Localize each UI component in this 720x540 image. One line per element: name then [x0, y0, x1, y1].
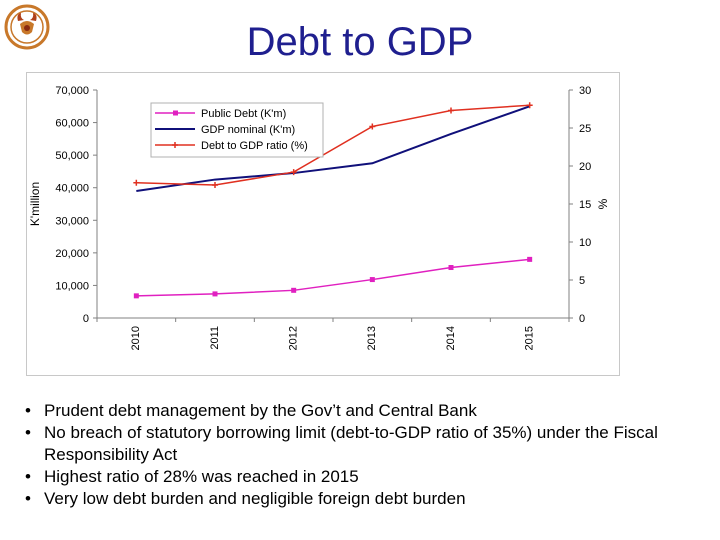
y-tick-label: 40,000: [55, 183, 89, 195]
y2-tick-label: 25: [579, 123, 591, 135]
y-axis-title: K'million: [28, 182, 42, 226]
data-point: [526, 102, 533, 109]
data-point: [448, 265, 454, 271]
data-point: [290, 169, 297, 176]
data-point: [133, 293, 139, 299]
series-line: [136, 105, 530, 192]
x-tick-label: 2015: [524, 326, 536, 350]
y-tick-label: 70,000: [55, 85, 89, 97]
legend-label: GDP nominal (K'm): [201, 124, 295, 136]
x-tick-label: 2012: [288, 326, 300, 350]
bullet-list: Prudent debt management by the Gov’t and…: [22, 400, 702, 510]
y2-axis-title: %: [596, 198, 610, 209]
y2-tick-label: 15: [579, 199, 591, 211]
x-tick-label: 2013: [366, 326, 378, 350]
series-line: [136, 258, 530, 297]
bullet-item: Prudent debt management by the Gov’t and…: [22, 400, 702, 422]
x-tick-label: 2010: [130, 326, 142, 350]
series-line: [136, 104, 530, 186]
legend-label: Debt to GDP ratio (%): [201, 140, 308, 152]
y2-tick-label: 30: [579, 85, 591, 97]
data-point: [133, 179, 140, 186]
bullet-item: Very low debt burden and negligible fore…: [22, 488, 702, 510]
y-tick-label: 60,000: [55, 118, 89, 130]
bullet-item: Highest ratio of 28% was reached in 2015: [22, 466, 702, 488]
data-point: [369, 123, 376, 130]
legend-marker: [173, 110, 178, 116]
x-tick-label: 2014: [445, 326, 457, 350]
y-tick-label: 0: [83, 313, 89, 325]
crest-logo-icon: [4, 4, 50, 50]
data-point: [212, 291, 218, 297]
y2-tick-label: 10: [579, 237, 591, 249]
data-point: [369, 277, 375, 283]
chart-area: 70,000 60,000 50,000 40,000 30,000 20,000 10,0…: [26, 72, 620, 376]
x-tick-label: 2011: [209, 326, 221, 350]
legend-label: Public Debt (K'm): [201, 108, 286, 120]
y2-tick-label: 0: [579, 313, 585, 325]
y-tick-label: 30,000: [55, 215, 89, 227]
legend-marker: [172, 142, 178, 148]
chart-svg: 70,000 60,000 50,000 40,000 30,000 20,000 10,0…: [28, 85, 610, 350]
y-tick-label: 50,000: [55, 150, 89, 162]
data-point: [291, 287, 297, 293]
y-tick-label: 20,000: [55, 248, 89, 260]
page-title: Debt to GDP: [246, 20, 474, 64]
y2-tick-label: 20: [579, 161, 591, 173]
bullet-item: No breach of statutory borrowing limit (…: [22, 422, 702, 466]
data-point: [448, 107, 454, 114]
data-point: [527, 256, 533, 262]
y2-tick-label: 5: [579, 275, 585, 287]
data-point: [212, 182, 218, 188]
y-tick-label: 10,000: [55, 280, 89, 292]
